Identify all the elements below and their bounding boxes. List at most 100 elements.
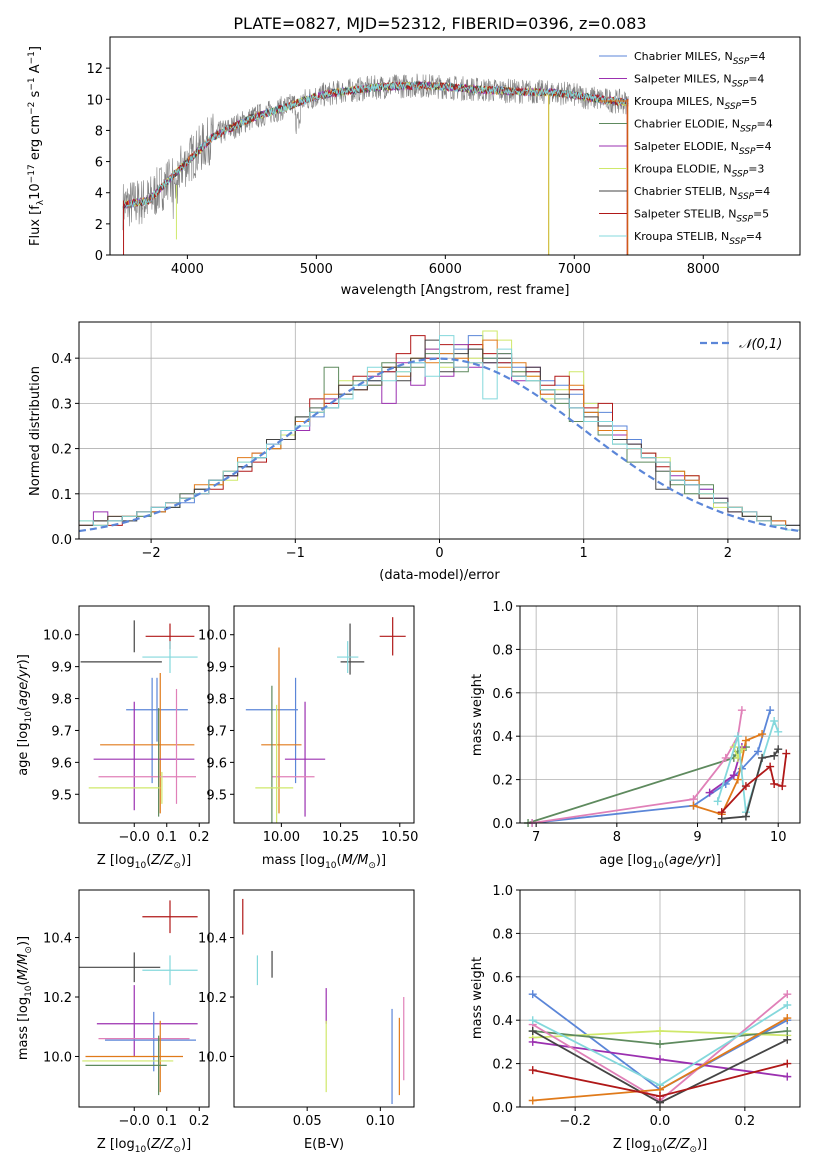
age_vs_Z-axes: −0.0 0.1 0.2 9.5 9.6 9.7 9.8 9.9 10.0	[43, 629, 210, 845]
y-tick-label: 10.2	[198, 991, 227, 1006]
y-tick-label: 4	[95, 187, 103, 202]
mass-weight-marker	[528, 1027, 537, 1036]
mass-weight-marker	[758, 753, 767, 762]
mass-weight-marker	[721, 753, 730, 762]
legend-entry: Salpeter MILES, NSSP=4	[634, 73, 764, 90]
y-tick-label: 0.4	[492, 1014, 513, 1029]
mass-weight-marker	[729, 771, 738, 780]
age_vs_mass-frame	[233, 605, 415, 824]
y-tick-label: 9.6	[51, 756, 72, 771]
mass-weight-marker	[783, 1014, 792, 1023]
mass-weight-marker	[528, 1037, 537, 1046]
y-tick-label: 0.2	[492, 1058, 513, 1073]
mass-weight-marker	[528, 1066, 537, 1075]
mass-weight-marker	[783, 1001, 792, 1010]
mass-weight-marker	[783, 1059, 792, 1068]
spectrum-legend: Chabrier MILES, NSSP=4 Salpeter MILES, NS…	[599, 50, 773, 247]
y-tick-label: 0.1	[51, 488, 72, 503]
y-tick-label: 0.0	[51, 533, 72, 548]
x-tick-label: −1	[286, 546, 305, 561]
figure-title: PLATE=0827, MJD=52312, FIBERID=0396, z=0…	[233, 14, 646, 33]
age_vs_mass-axes: 10.00 10.25 10.50 9.5 9.6 9.7 9.8 9.9 10.0	[198, 629, 418, 845]
residuals-frame	[78, 321, 801, 540]
mass-weight-marker	[770, 717, 779, 726]
y-axis-label: Normed distribution	[28, 366, 43, 496]
mass_weight_vs_Z-frame	[519, 889, 801, 1108]
mass-weight-marker	[733, 732, 742, 741]
mass-weight-marker	[737, 706, 746, 715]
y-tick-label: 1.0	[492, 600, 513, 615]
mass-weight-marker	[528, 1016, 537, 1025]
mass_vs_Z-axes: −0.0 0.1 0.2 10.0 10.2 10.4	[43, 932, 210, 1129]
x-tick-label: 1	[580, 546, 588, 561]
y-tick-label: 12	[86, 62, 103, 77]
mass-weight-marker	[770, 751, 779, 760]
x-tick-label: −0.0	[118, 1114, 150, 1129]
y-tick-label: 0.2	[492, 774, 513, 789]
x-tick-label: −2	[142, 546, 161, 561]
mass_vs_EBV-axes: 0.05 0.10 10.0 10.2 10.4	[198, 932, 395, 1129]
x-axis-label: Z [log10(Z/Z⊙)]	[97, 1137, 191, 1155]
residual-histogram	[79, 339, 800, 539]
mass-weight-marker	[783, 1035, 792, 1044]
y-tick-label: 10.0	[198, 1050, 227, 1065]
mass_weight_vs_age-frame	[519, 605, 801, 824]
x-tick-label: 10	[770, 830, 787, 845]
mass-weight-marker	[717, 808, 726, 817]
y-tick-label: 9.7	[51, 724, 72, 739]
x-tick-label: 8000	[687, 262, 720, 277]
y-axis-label: Flux [fλ10−17 erg cm−2 s−1 A−1]	[27, 46, 46, 246]
legend-entry: Chabrier ELODIE, NSSP=4	[634, 118, 773, 135]
mass-weight-marker	[766, 762, 775, 771]
legend-entry: Chabrier STELIB, NSSP=4	[634, 185, 770, 202]
y-tick-label: 9.8	[206, 693, 227, 708]
mass-weight-marker	[782, 749, 791, 758]
x-axis-label: Z [log10(Z/Z⊙)]	[613, 1137, 707, 1155]
mass-weight-marker	[656, 1027, 664, 1036]
y-tick-label: 0.0	[492, 817, 513, 832]
mass-weight-line	[531, 710, 743, 823]
x-tick-label: 7000	[558, 262, 591, 277]
mass_vs_EBV-frame	[233, 889, 415, 1108]
y-tick-label: 8	[95, 124, 103, 139]
y-tick-label: 10.0	[43, 1050, 72, 1065]
mass_weight_vs_age-axes: 7 8 9 10 0.0 0.2 0.4 0.6 0.8 1.0	[492, 600, 800, 845]
x-tick-label: 8	[613, 830, 621, 845]
age_vs_Z-frame	[78, 605, 210, 824]
y-axis-label: mass [log10(M/M⊙)]	[16, 936, 34, 1060]
legend-entry: 𝒩(0,1)	[739, 337, 782, 352]
y-tick-label: 0.0	[492, 1101, 513, 1116]
y-tick-label: 6	[95, 156, 103, 171]
y-tick-label: 0.8	[492, 927, 513, 942]
y-tick-label: 10.4	[198, 932, 227, 947]
mass-weight-marker	[733, 775, 742, 784]
legend-entry: Kroupa MILES, NSSP=5	[634, 95, 757, 112]
mass-weight-marker	[528, 1096, 537, 1105]
legend-entry: Salpeter STELIB, NSSP=5	[634, 208, 769, 225]
x-tick-label: 10.50	[381, 830, 418, 845]
x-tick-label: 2	[724, 546, 732, 561]
y-tick-label: 9.6	[206, 756, 227, 771]
mass-weight-marker	[783, 1072, 792, 1081]
y-tick-label: 9.5	[206, 788, 227, 803]
x-axis-label: wavelength [Angstrom, rest frame]	[341, 283, 570, 298]
mass-weight-marker	[741, 736, 750, 745]
mass-weight-marker	[741, 812, 750, 821]
y-tick-label: 0.4	[51, 352, 72, 367]
mass_weight_vs_Z-axes: −0.2 0.0 0.2 0.0 0.2 0.4 0.6 0.8 1.0	[492, 884, 800, 1129]
axis-label: age [log10(age/yr)]	[16, 654, 34, 776]
x-tick-label: 0	[435, 546, 443, 561]
y-axis-label-group: Flux [fλ10−17 erg cm−2 s−1 A−1]	[27, 46, 46, 246]
y-tick-label: 0.8	[492, 643, 513, 658]
x-tick-label: 5000	[300, 262, 333, 277]
x-tick-label: 0.1	[156, 830, 177, 845]
x-tick-label: 0.2	[189, 830, 210, 845]
y-tick-label: 9.5	[51, 788, 72, 803]
x-axis-label: E(B-V)	[304, 1137, 344, 1152]
mass-weight-marker	[656, 1040, 664, 1049]
mass-weight-marker	[783, 990, 792, 999]
y-tick-label: 2	[95, 218, 103, 233]
y-axis-label: mass weight	[470, 957, 485, 1039]
x-tick-label: 6000	[429, 262, 462, 277]
